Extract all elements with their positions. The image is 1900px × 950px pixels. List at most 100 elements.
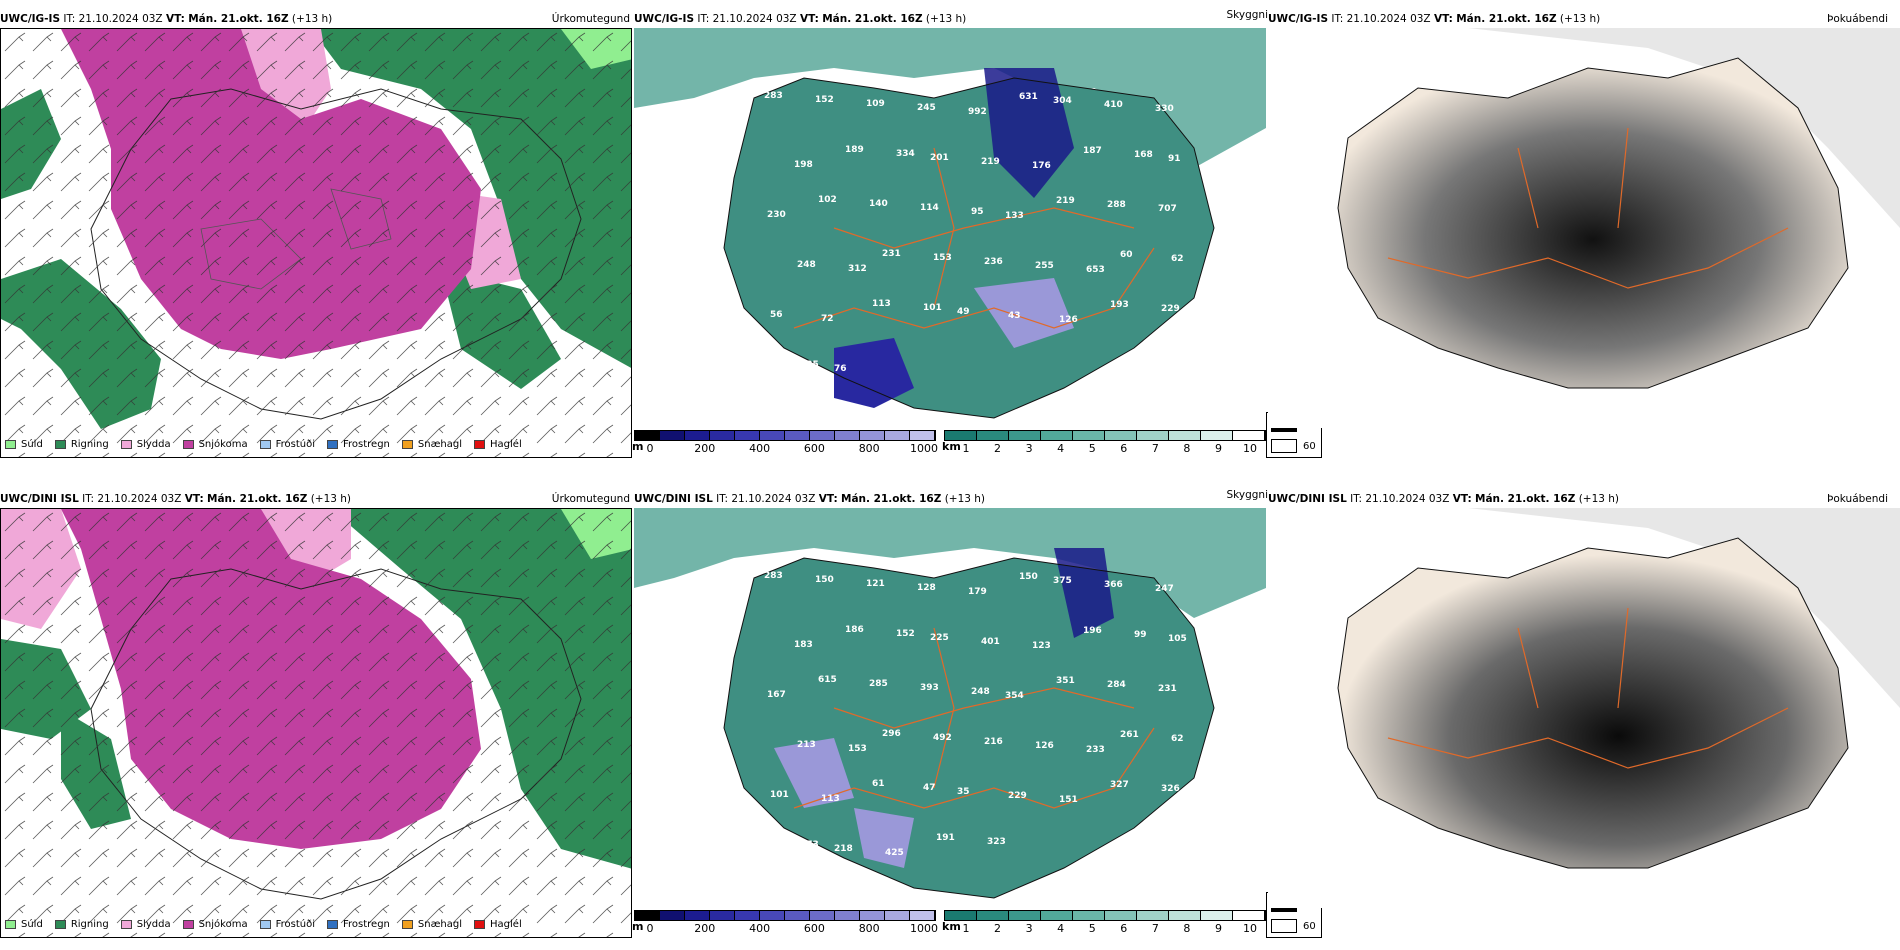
visibility-value-label: 393 bbox=[920, 683, 939, 693]
legend-label: Slydda bbox=[136, 918, 171, 930]
visibility-value-label: 410 bbox=[1104, 100, 1123, 110]
height-colorbar: 0 200 400 600 800 1000 m bbox=[632, 910, 939, 940]
visibility-value-label: 140 bbox=[869, 199, 888, 209]
colorbar-tick-label: 9 bbox=[1214, 442, 1222, 455]
legend-item: Snæhagl bbox=[401, 917, 463, 931]
visibility-value-label: 128 bbox=[917, 583, 936, 593]
visibility-colorbar: 1 2 3 4 5 6 7 8 9 10 km bbox=[942, 430, 1266, 460]
visibility-value-label: 150 bbox=[1019, 572, 1038, 582]
vt-label: VT: bbox=[818, 493, 838, 505]
visibility-value-label: 152 bbox=[896, 629, 915, 639]
legend-item: Slydda bbox=[120, 437, 171, 451]
visibility-value-label: 323 bbox=[987, 837, 1006, 847]
panel-header: UWC/IG-IS IT: 21.10.2024 03Z VT: Mán. 21… bbox=[1268, 12, 1900, 26]
legend-swatch bbox=[5, 919, 16, 929]
visibility-value-label: 91 bbox=[1168, 154, 1181, 164]
legend-item: Frostúði bbox=[259, 917, 315, 931]
colorbar-tick-label: 7 bbox=[1151, 922, 1159, 935]
visibility-value-label: 261 bbox=[1120, 730, 1139, 740]
legend-item: Súld bbox=[5, 437, 43, 451]
height-colorbar: 0 200 400 600 800 1000 m bbox=[632, 430, 938, 460]
colorbar-tick-label: 2 bbox=[994, 442, 1002, 455]
height-colorbar-labels: 0 200 400 600 800 1000 bbox=[634, 922, 939, 936]
colorbar-tick-label: 0 bbox=[646, 922, 654, 935]
colorbar-tick-label: 4 bbox=[1057, 922, 1065, 935]
it-label: IT: bbox=[82, 493, 95, 505]
visibility-value-label: 62 bbox=[1171, 254, 1184, 264]
visibility-value-label: 109 bbox=[866, 99, 885, 109]
visibility-value-label: 247 bbox=[1155, 584, 1174, 594]
visibility-value-label: 425 bbox=[885, 848, 904, 858]
colorbar-tick-label: 600 bbox=[803, 442, 825, 455]
legend-swatch bbox=[54, 439, 66, 449]
legend-item: Snjókoma bbox=[182, 437, 248, 451]
colorbar-tick-label: 9 bbox=[1214, 922, 1222, 935]
visibility-value-label: 167 bbox=[767, 690, 786, 700]
it-value: 21.10.2024 03Z bbox=[1346, 13, 1431, 25]
visibility-value-label: 231 bbox=[882, 249, 901, 259]
precip-type-panel: UWC/DINI ISL IT: 21.10.2024 03Z VT: Mán.… bbox=[0, 492, 632, 942]
visibility-value-label: 62 bbox=[1171, 734, 1184, 744]
visibility-colorbar-labels: 1 2 3 4 5 6 7 8 9 10 bbox=[944, 922, 1266, 936]
visibility-value-label: 133 bbox=[1005, 211, 1024, 221]
visibility-value-label: 196 bbox=[1083, 626, 1102, 636]
visibility-value-label: 99 bbox=[1134, 630, 1147, 640]
legend-label: Frostregn bbox=[343, 438, 390, 450]
panel-title: Skyggni bbox=[1226, 9, 1269, 21]
visibility-value-label: 213 bbox=[797, 740, 816, 750]
visibility-value-label: 326 bbox=[1161, 784, 1180, 794]
vt-value: Mán. 21.okt. 16Z bbox=[188, 13, 289, 25]
it-value: 21.10.2024 03Z bbox=[731, 493, 816, 505]
legend-swatch bbox=[120, 439, 132, 449]
vt-value: Mán. 21.okt. 16Z bbox=[1475, 493, 1576, 505]
colorbar-tick-label: 0 bbox=[646, 442, 654, 455]
visibility-value-label: 126 bbox=[1035, 741, 1054, 751]
visibility-value-label: 179 bbox=[968, 587, 987, 597]
precip-map-svg bbox=[1, 509, 631, 937]
legend-item: Snæhagl bbox=[401, 437, 462, 451]
visibility-value-label: 233 bbox=[1086, 745, 1105, 755]
colorbar-tick-label: 2 bbox=[994, 922, 1002, 935]
precip-type-panel: UWC/IG-IS IT: 21.10.2024 03Z VT: Mán. 21… bbox=[0, 12, 632, 462]
panel-header: UWC/IG-IS IT: 21.10.2024 03Z VT: Mán. 21… bbox=[0, 12, 632, 26]
fog-index-map-svg bbox=[1268, 28, 1900, 428]
colorbar-tick-label: 800 bbox=[858, 922, 880, 935]
visibility-value-label: 330 bbox=[1155, 104, 1174, 114]
legend-swatch bbox=[5, 439, 16, 449]
legend-label: Snjókoma bbox=[198, 918, 248, 930]
it-value: 21.10.2024 03Z bbox=[97, 493, 182, 505]
visibility-colorbar: 1 2 3 4 5 6 7 8 9 10 km bbox=[942, 910, 1266, 940]
legend-item: Frostúði bbox=[259, 437, 315, 451]
legend-item: Frostregn bbox=[327, 917, 390, 931]
legend-item: Snjókoma bbox=[182, 917, 248, 931]
visibility-value-label: 126 bbox=[1059, 315, 1078, 325]
legend-item: Súld bbox=[5, 917, 43, 931]
legend-label: Haglél bbox=[490, 918, 522, 930]
visibility-value-label: 153 bbox=[933, 253, 952, 263]
vt-label: VT: bbox=[799, 13, 819, 25]
vt-value: Mán. 21.okt. 16Z bbox=[1456, 13, 1557, 25]
legend-swatch bbox=[401, 919, 413, 929]
visibility-value-label: 615 bbox=[818, 675, 837, 685]
visibility-colorbar-strip bbox=[944, 430, 1266, 441]
height-colorbar-strip bbox=[634, 430, 936, 441]
visibility-value-label: 101 bbox=[923, 303, 942, 313]
legend-swatch bbox=[54, 919, 66, 929]
panel-header: UWC/DINI ISL IT: 21.10.2024 03Z VT: Mán.… bbox=[0, 492, 632, 506]
fog-index-map-svg bbox=[1268, 508, 1900, 908]
visibility-value-label: 113 bbox=[821, 794, 840, 804]
colorbar-tick-label: 3 bbox=[1025, 442, 1033, 455]
colorbar-tick-label: 6 bbox=[1120, 442, 1128, 455]
visibility-value-label: 151 bbox=[1059, 795, 1078, 805]
colorbar-tick-label: 10 bbox=[1243, 922, 1257, 935]
vt-value: Mán. 21.okt. 16Z bbox=[841, 493, 942, 505]
colorbar-tick-label: 600 bbox=[803, 922, 825, 935]
visibility-value-label: 56 bbox=[770, 310, 783, 320]
vt-value: Mán. 21.okt. 16Z bbox=[822, 13, 923, 25]
visibility-value-label: 312 bbox=[848, 264, 867, 274]
legend-swatch bbox=[474, 919, 486, 929]
visibility-map: 283 150 121 128 179 150 375 366 247 183 186 152 225 4… bbox=[634, 508, 1266, 908]
vt-label: VT: bbox=[1433, 13, 1453, 25]
legend-label: Snæhagl bbox=[417, 918, 463, 930]
lead-time: (+13 h) bbox=[925, 13, 967, 25]
